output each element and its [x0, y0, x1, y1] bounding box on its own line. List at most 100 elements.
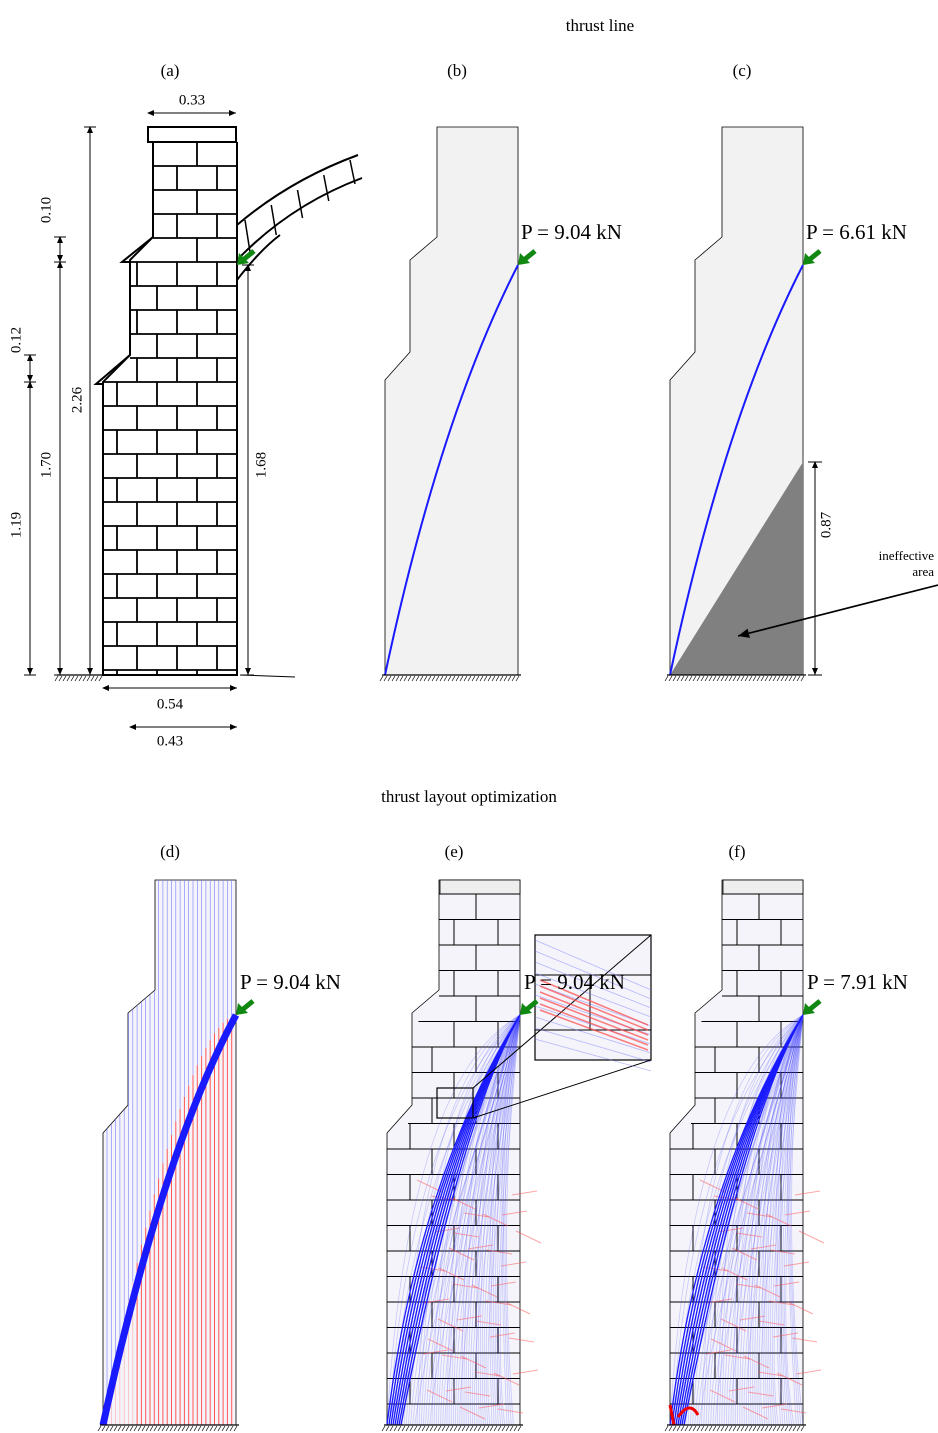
member: [471, 1284, 498, 1298]
zoom-link: [472, 934, 652, 1089]
member: [534, 1038, 652, 1072]
ground-hatch: [732, 675, 737, 682]
member: [539, 997, 649, 1041]
ground-hatch: [676, 1425, 681, 1432]
ground-hatch: [66, 675, 71, 682]
member: [756, 1014, 804, 1426]
ground-hatch: [381, 1425, 386, 1432]
voussoir-joint: [323, 174, 330, 202]
ground-hatch: [680, 675, 685, 682]
member: [534, 950, 652, 1000]
ground-hatch: [383, 675, 388, 682]
ground-hatch: [145, 1425, 150, 1432]
ground-hatch: [447, 675, 452, 682]
ground-hatch: [497, 1425, 502, 1432]
ground-hatch: [692, 1425, 697, 1432]
ground-hatch: [471, 675, 476, 682]
member: [479, 1014, 521, 1426]
ground-hatch: [411, 675, 416, 682]
ground-hatch: [756, 1425, 761, 1432]
ground-hatch: [94, 675, 99, 682]
member: [671, 1014, 804, 1426]
member: [539, 979, 649, 1026]
annotation: area: [912, 564, 934, 579]
member: [433, 1014, 521, 1426]
ground-hatch: [752, 675, 757, 682]
ground-hatch: [225, 1425, 230, 1432]
dimension: 0.43: [157, 733, 183, 749]
member: [438, 1267, 465, 1281]
member: [416, 1014, 521, 1426]
member: [453, 1232, 480, 1238]
ground-hatch: [732, 1425, 737, 1432]
ground-hatch: [185, 1425, 190, 1432]
member: [784, 1210, 811, 1216]
ground-hatch: [668, 675, 673, 682]
member: [534, 1005, 652, 1045]
member: [710, 1014, 804, 1426]
load-arrow-head: [520, 1003, 532, 1015]
member: [498, 1014, 521, 1426]
ground-hatch: [483, 675, 488, 682]
ground-hatch: [511, 675, 516, 682]
annotation-arrow: [737, 584, 938, 638]
ground-hatch: [692, 675, 697, 682]
member: [750, 1014, 804, 1426]
member: [457, 1014, 521, 1426]
member: [794, 1190, 821, 1196]
member: [750, 1244, 777, 1250]
ground-hatch: [173, 1425, 178, 1432]
ground-hatch: [668, 1425, 673, 1432]
thrust-line: [99, 1013, 240, 1426]
ground-hatch: [708, 1425, 713, 1432]
ground-hatch: [680, 1425, 685, 1432]
ground-hatch: [664, 1425, 669, 1432]
member: [539, 991, 649, 1036]
member: [764, 1014, 804, 1426]
member: [712, 1014, 804, 1426]
dimension: 0.33: [179, 92, 205, 108]
ground-hatch: [495, 675, 500, 682]
member: [736, 1232, 763, 1238]
ground-hatch: [403, 675, 408, 682]
member: [696, 1014, 804, 1426]
member: [721, 1267, 748, 1281]
member: [422, 1349, 449, 1355]
member: [705, 1349, 732, 1355]
member: [459, 1406, 486, 1420]
member: [789, 1014, 804, 1426]
load-arrow: [807, 999, 822, 1012]
panel-label: (e): [445, 842, 464, 861]
ground-hatch: [387, 675, 392, 682]
thrust-line: [669, 264, 804, 676]
member: [442, 1014, 521, 1426]
panel-label: (d): [160, 842, 180, 861]
member: [469, 1014, 521, 1426]
member: [723, 1014, 804, 1426]
ground-hatch: [379, 675, 384, 682]
ground-hatch: [696, 1425, 701, 1432]
member: [386, 1014, 521, 1426]
panel-label: (b): [447, 61, 467, 80]
member: [491, 1014, 521, 1426]
ground-hatch: [776, 1425, 781, 1432]
member: [478, 1403, 505, 1409]
member: [776, 1372, 803, 1386]
ground-hatch: [752, 1425, 757, 1432]
ground-hatch: [700, 1425, 705, 1432]
member: [701, 1014, 804, 1426]
panel-label: (f): [729, 842, 746, 861]
member: [515, 1230, 542, 1244]
load-arrow: [807, 249, 822, 262]
ground-hatch: [509, 1425, 514, 1432]
ground-hatch: [481, 1425, 486, 1432]
ground-hatch: [473, 1425, 478, 1432]
ground-hatch: [157, 1425, 162, 1432]
member: [400, 1014, 521, 1426]
ground-hatch: [125, 1425, 130, 1432]
ground-hatch: [399, 675, 404, 682]
member: [444, 1014, 521, 1426]
ground-hatch: [385, 1425, 390, 1432]
member: [461, 1014, 521, 1426]
ground-hatch: [455, 675, 460, 682]
